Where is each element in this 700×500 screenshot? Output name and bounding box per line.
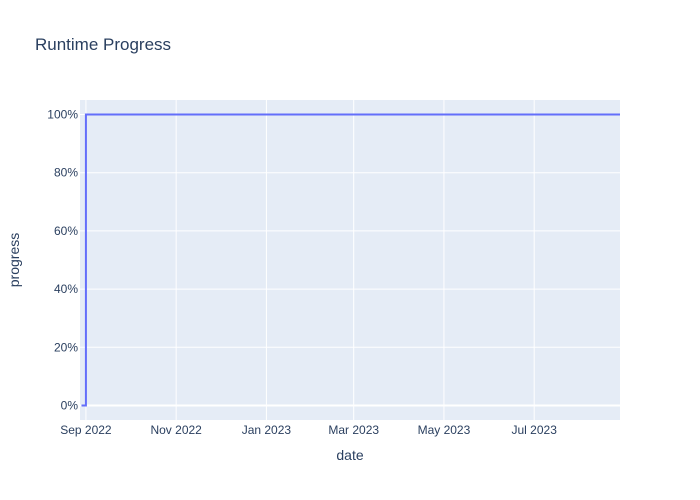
plot-area xyxy=(80,100,620,420)
x-tick-label: Mar 2023 xyxy=(328,423,379,437)
y-tick-label: 100% xyxy=(47,108,78,122)
x-tick-label: Jan 2023 xyxy=(242,423,292,437)
x-tick-label: Jul 2023 xyxy=(512,423,558,437)
x-tick-labels: Sep 2022 Nov 2022 Jan 2023 Mar 2023 May 2023… xyxy=(60,423,557,437)
x-axis-title: date xyxy=(336,447,363,463)
y-tick-label: 40% xyxy=(54,282,78,296)
y-axis-title: progress xyxy=(6,233,22,287)
series-line xyxy=(81,113,620,407)
y-tick-label: 0% xyxy=(61,398,79,412)
y-tick-label: 20% xyxy=(54,340,78,354)
x-tick-label: Nov 2022 xyxy=(150,423,202,437)
series-layer xyxy=(81,113,620,407)
y-tick-label: 80% xyxy=(54,166,78,180)
chart-title: Runtime Progress xyxy=(35,35,171,54)
y-tick-label: 60% xyxy=(54,224,78,238)
x-tick-label: May 2023 xyxy=(418,423,471,437)
x-tick-label: Sep 2022 xyxy=(60,423,112,437)
y-tick-labels: 0% 20% 40% 60% 80% 100% xyxy=(47,108,78,413)
